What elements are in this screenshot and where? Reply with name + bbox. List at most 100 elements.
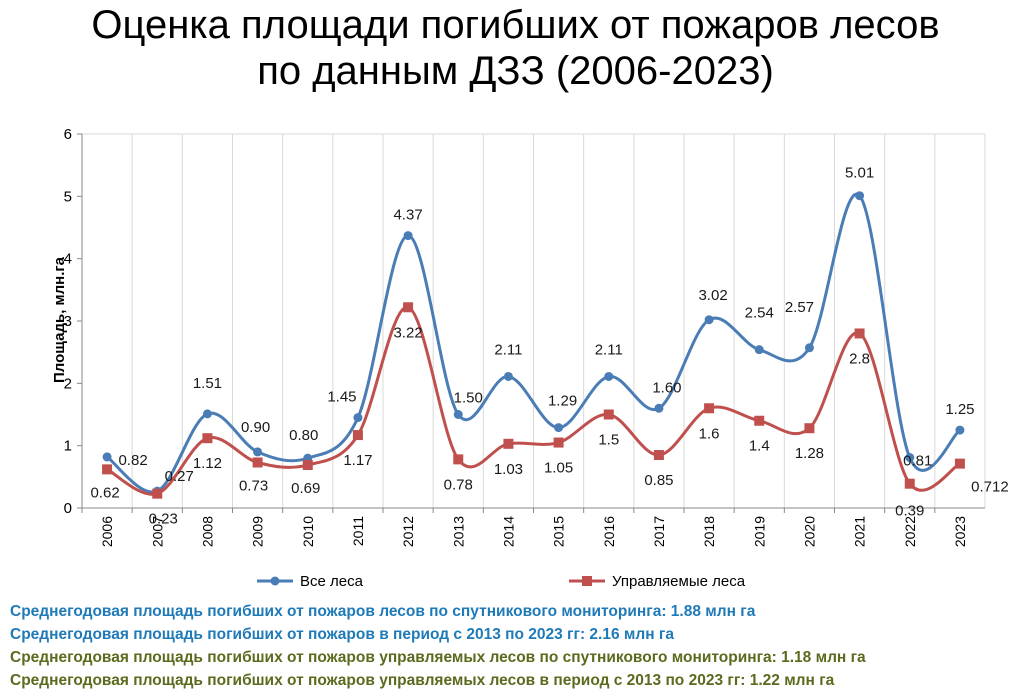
- data-label-all: 2.57: [785, 299, 814, 316]
- marker-all: [353, 413, 363, 423]
- data-label-all: 1.60: [652, 379, 681, 396]
- x-tick-label: 2012: [400, 516, 416, 547]
- series-markers: [102, 191, 965, 499]
- x-tick-label: 2022: [902, 516, 918, 547]
- marker-managed: [453, 454, 464, 465]
- marker-all: [905, 453, 915, 463]
- x-tick-label: 2011: [350, 516, 366, 546]
- y-tick-label: 5: [64, 188, 72, 205]
- marker-all: [955, 425, 965, 435]
- data-label-managed: 1.28: [795, 445, 824, 462]
- chart-legend: Все леса Управляемые леса: [257, 573, 746, 590]
- data-label-managed: 0.78: [444, 476, 473, 493]
- data-labels: 0.82 0.27 1.51 0.90 0.80 1.45 4.37 1.50 2.11 1.29…: [90, 165, 1008, 528]
- legend-label-managed: Управляемые леса: [612, 573, 746, 590]
- x-tick-label: 2021: [852, 516, 868, 547]
- data-label-managed: 0.85: [644, 472, 673, 489]
- data-label-managed: 0.69: [291, 480, 320, 497]
- y-tick-label: 2: [64, 375, 72, 392]
- chart-grid: [81, 133, 986, 508]
- data-label-managed: 1.6: [699, 425, 720, 442]
- x-tick-label: 2020: [801, 516, 817, 547]
- data-label-all: 2.54: [745, 305, 774, 322]
- x-tick-label: 2008: [199, 516, 215, 547]
- marker-all: [704, 315, 714, 325]
- chart-axes: [77, 133, 985, 513]
- data-label-all: 1.45: [327, 389, 356, 406]
- x-tick-label: 2013: [450, 516, 466, 547]
- y-axis-label: Площадь, млн.га: [51, 256, 68, 383]
- series-line-all: [106, 192, 961, 494]
- marker-managed: [854, 328, 865, 339]
- x-tick-label: 2019: [751, 516, 767, 547]
- marker-all: [604, 371, 614, 381]
- data-label-all: 3.02: [698, 287, 727, 304]
- legend-label-all: Все леса: [300, 573, 364, 590]
- data-label-all: 2.11: [494, 341, 522, 358]
- x-tick-label: 2016: [601, 516, 617, 547]
- marker-managed: [403, 302, 414, 313]
- marker-managed: [754, 415, 765, 426]
- data-label-all: 5.01: [845, 165, 874, 182]
- data-label-all: 2.11: [595, 341, 623, 358]
- summary-notes: Среднегодовая площадь погибших от пожаро…: [10, 600, 1025, 692]
- title-line-1: Оценка площади погибших от пожаров лесов: [91, 3, 940, 47]
- data-label-managed: 0.39: [895, 503, 924, 520]
- marker-managed: [553, 437, 564, 448]
- data-label-all: 4.37: [393, 207, 422, 224]
- marker-all: [754, 345, 764, 355]
- legend-marker-all: [270, 576, 280, 586]
- legend-marker-managed: [582, 576, 592, 586]
- note-avg-all-2013-2023: Среднегодовая площадь погибших от пожаро…: [10, 626, 674, 643]
- data-label-all: 0.81: [903, 453, 932, 470]
- x-tick-label: 2009: [250, 516, 266, 547]
- data-label-managed: 1.17: [343, 452, 372, 469]
- marker-all: [202, 409, 212, 419]
- data-label-managed: 1.4: [749, 438, 770, 455]
- marker-all: [403, 231, 413, 241]
- x-tick-label: 2015: [551, 516, 567, 547]
- marker-managed: [804, 423, 815, 434]
- data-label-all: 1.25: [945, 401, 974, 418]
- y-tick-label: 1: [64, 438, 72, 455]
- y-tick-label: 0: [64, 500, 72, 517]
- data-label-managed: 0.62: [90, 484, 119, 501]
- data-label-managed: 1.5: [598, 432, 619, 449]
- marker-all: [554, 423, 564, 433]
- x-tick-labels: 2006 2007 2008 2009 2010 2011 2012 2013 2014 2015…: [99, 516, 968, 547]
- data-label-managed: 1.05: [544, 460, 573, 477]
- y-tick-label: 3: [64, 313, 72, 330]
- x-tick-label: 2006: [99, 516, 115, 547]
- line-chart: 0 1 2 3 4 5 6 2006 2007 2008 2009 2010 2011 2012 2013…: [51, 126, 1009, 590]
- data-label-managed: 0.73: [239, 477, 268, 494]
- data-label-all: 1.50: [454, 390, 483, 407]
- y-tick-label: 4: [64, 251, 72, 268]
- marker-all: [654, 403, 664, 413]
- title-line-2: по данным ДЗЗ (2006-2023): [257, 49, 774, 93]
- data-label-all: 0.80: [289, 427, 318, 444]
- marker-managed: [352, 430, 363, 441]
- x-tick-label: 2007: [149, 516, 165, 547]
- marker-managed: [252, 457, 263, 468]
- y-tick-label: 6: [64, 126, 72, 143]
- data-label-managed: 3.22: [393, 324, 422, 341]
- x-tick-label: 2018: [701, 516, 717, 547]
- data-label-all: 0.27: [165, 468, 194, 485]
- data-label-managed: 1.12: [193, 455, 222, 472]
- marker-all: [503, 371, 513, 381]
- data-label-all: 0.90: [241, 419, 270, 436]
- x-tick-label: 2023: [952, 516, 968, 547]
- marker-all: [855, 191, 865, 201]
- y-tick-labels: 0 1 2 3 4 5 6: [64, 126, 72, 517]
- note-avg-managed-2013-2023: Среднегодовая площадь погибших от пожаро…: [10, 672, 835, 689]
- data-label-managed: 1.03: [494, 461, 523, 478]
- marker-managed: [704, 403, 715, 414]
- marker-managed: [904, 478, 915, 489]
- marker-managed: [302, 459, 313, 470]
- data-label-managed: 2.8: [849, 350, 870, 367]
- marker-managed: [102, 464, 113, 475]
- note-avg-all: Среднегодовая площадь погибших от пожаро…: [10, 603, 756, 620]
- data-label-managed: 0.23: [149, 511, 178, 528]
- marker-all: [804, 343, 814, 353]
- x-tick-label: 2014: [500, 516, 516, 547]
